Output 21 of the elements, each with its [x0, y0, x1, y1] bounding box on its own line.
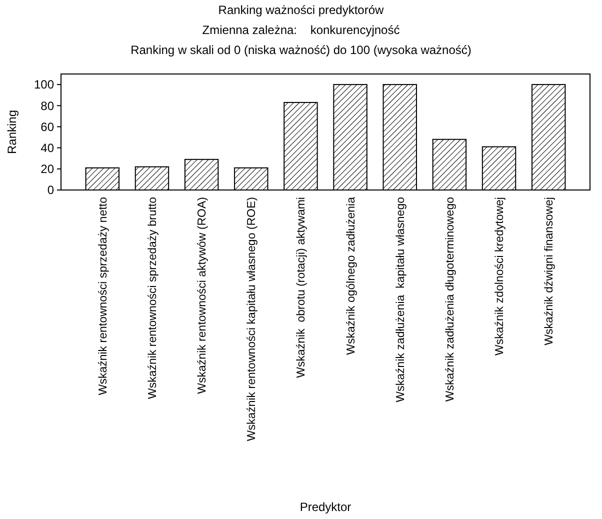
y-tick-label: 80	[40, 98, 54, 113]
x-tick-label: Wskaźnik rentowności kapitału własnego (ROE)	[246, 196, 258, 442]
x-tick-label: Wskaźnik dźwigni finansowej	[544, 197, 556, 346]
chart-subtitle: Zmienna zależna: konkurencyjność	[202, 23, 400, 37]
y-tick-label: 0	[47, 183, 54, 198]
x-tick-label: Wskaźnik zadłużenia kapitału własnego	[394, 197, 407, 402]
y-tick-label: 40	[40, 141, 54, 156]
y-axis-title: Ranking	[5, 110, 19, 154]
x-tick-label: Wskaźnik rentowności sprzedaży brutto	[147, 197, 159, 399]
x-tick-label: Wskaźnik ogólnego zadłużenia	[345, 196, 358, 355]
x-tick-label: Wskaźnik rentowności aktywów (ROA)	[196, 196, 209, 394]
x-tick-label: Wskaźnik zdolności kredytowej	[494, 197, 506, 356]
x-axis-title: Predyktor	[300, 500, 352, 514]
x-tick-label: Wskaźnik rentowności sprzedaży netto	[97, 197, 110, 396]
x-tick-label: Wskaźnik zadłużenia długoterminowego	[444, 197, 456, 402]
y-tick-label: 100	[34, 78, 54, 92]
chart-title: Ranking ważności predyktorów	[218, 3, 384, 17]
y-tick-label: 60	[40, 120, 54, 134]
x-tick-label: Wskaźnik obrotu (rotacji) aktywami	[296, 197, 308, 378]
y-tick-label: 20	[40, 162, 54, 176]
text: Ranking w skali od 0 (niska ważność) do 100 (wysoka ważność)	[130, 43, 472, 57]
